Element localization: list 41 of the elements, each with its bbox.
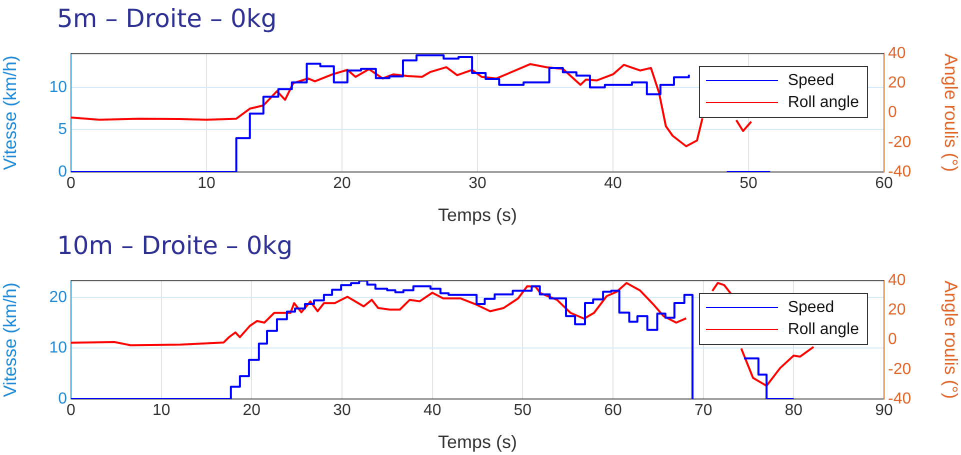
legend-label: Roll angle [788, 320, 859, 339]
y-axis-title: Vitesse (km/h) [0, 282, 20, 398]
y-tick-label: 10 [49, 340, 68, 357]
x-tick-label: 30 [468, 175, 486, 192]
legend-label: Speed [788, 72, 834, 90]
x-tick-label: 50 [514, 402, 532, 420]
y-tick-label: 0 [58, 390, 68, 408]
x-tick-label: 60 [875, 175, 893, 192]
x-tick-label: 90 [875, 402, 893, 420]
x-tick-label: 50 [740, 175, 758, 192]
y2-tick-label: 20 [888, 302, 906, 319]
y2-tick-label: 40 [888, 45, 906, 62]
x-tick-label: 80 [784, 402, 803, 420]
x-tick-label: 40 [423, 402, 442, 420]
y2-axis-title: Angle roulis (°) [941, 280, 961, 399]
chart-title: 5m – Droite – 0kg [57, 4, 277, 33]
y2-tick-label: 0 [888, 331, 897, 348]
legend-label: Speed [788, 298, 834, 317]
x-tick-label: 30 [333, 402, 351, 420]
y2-tick-label: 0 [888, 104, 897, 122]
y-tick-label: 10 [49, 78, 68, 96]
y2-tick-label: -20 [888, 134, 912, 151]
legend-label: Roll angle [788, 94, 859, 112]
x-tick-label: 20 [242, 402, 261, 420]
x-tick-label: 60 [604, 402, 622, 420]
y-axis-title: Vitesse (km/h) [0, 55, 20, 170]
x-tick-label: 40 [604, 175, 622, 192]
x-axis-title: Temps (s) [438, 205, 518, 226]
y-tick-label: 20 [49, 288, 68, 306]
y2-axis-title: Angle roulis (°) [941, 54, 961, 172]
y2-tick-label: 20 [888, 74, 906, 92]
chart-title: 10m – Droite – 0kg [57, 231, 293, 260]
y2-tick-label: 40 [888, 272, 906, 290]
x-tick-label: 10 [152, 402, 170, 420]
x-tick-label: 10 [198, 175, 216, 192]
x-tick-label: 20 [333, 175, 351, 192]
x-axis-title: Temps (s) [438, 432, 518, 452]
y-tick-label: 5 [58, 121, 68, 138]
y2-tick-label: -20 [888, 360, 912, 378]
y-tick-label: 0 [58, 163, 68, 180]
x-tick-label: 70 [694, 402, 712, 420]
